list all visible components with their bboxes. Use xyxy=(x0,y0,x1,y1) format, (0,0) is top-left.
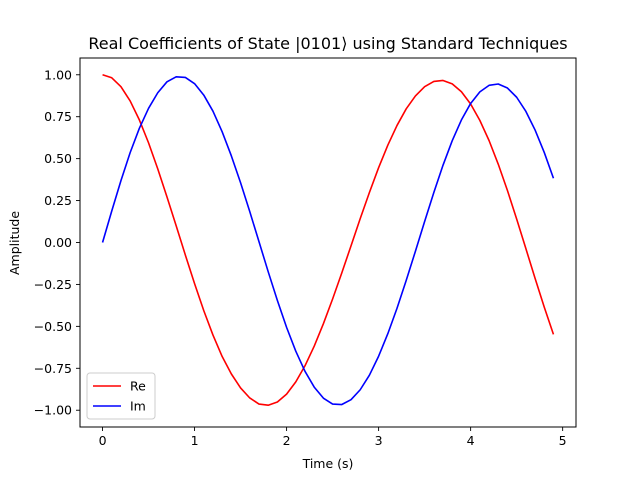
x-tick-label: 4 xyxy=(467,433,475,448)
y-tick-label: 0.50 xyxy=(44,151,72,166)
y-tick-label: 0.00 xyxy=(44,235,72,250)
series-line-re xyxy=(102,74,555,407)
x-tick-label: 0 xyxy=(99,433,107,448)
chart-title: Real Coefficients of State |0101⟩ using … xyxy=(88,34,567,53)
y-tick-label: −1.00 xyxy=(34,403,72,418)
x-tick-label: 1 xyxy=(191,433,199,448)
y-axis: −1.00 −0.75 −0.50 −0.25 0.00 0.25 0.50 0.75 1.00 xyxy=(34,67,80,418)
x-tick-label: 5 xyxy=(559,433,567,448)
y-tick-label: 1.00 xyxy=(44,67,72,82)
x-tick-label: 3 xyxy=(375,433,383,448)
y-tick-label: −0.50 xyxy=(34,319,72,334)
x-axis-label: Time (s) xyxy=(302,456,354,471)
legend-label-re: Re xyxy=(130,379,146,394)
y-tick-label: −0.25 xyxy=(34,277,72,292)
y-tick-label: −0.75 xyxy=(34,361,72,376)
legend: Re Im xyxy=(86,372,156,420)
legend-box xyxy=(86,372,156,420)
legend-label-im: Im xyxy=(130,399,146,414)
x-tick-label: 2 xyxy=(283,433,291,448)
y-tick-label: 0.75 xyxy=(44,109,72,124)
series-line-im xyxy=(101,75,555,406)
x-axis: 0 1 2 3 4 5 xyxy=(99,427,567,448)
plot-lines xyxy=(101,74,555,407)
y-tick-label: 0.25 xyxy=(44,193,72,208)
y-axis-label: Amplitude xyxy=(7,211,22,275)
